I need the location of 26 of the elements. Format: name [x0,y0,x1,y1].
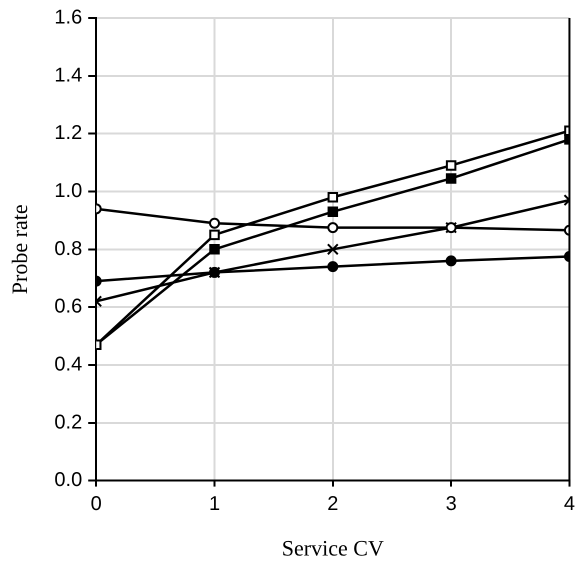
y-tick-label: 0.6 [54,296,82,318]
x-tick-label: 3 [446,493,457,516]
point [209,244,220,255]
y-tick-label: 0.0 [54,469,82,492]
point [446,173,456,184]
point [209,230,220,240]
point [327,261,338,272]
point [327,222,338,234]
y-tick-label: 0.8 [54,238,82,260]
x-tick-label: 0 [90,493,102,516]
y-tick-label: 0.2 [54,411,82,434]
x-tick-label: 4 [564,493,575,516]
point [446,255,457,266]
point [209,218,220,229]
y-axis-title: Probe rate [6,204,32,294]
y-tick-label: 0.4 [54,353,82,376]
point [446,160,456,171]
x-axis-title: Service CV [282,536,384,561]
y-tick-label: 1.4 [54,64,82,86]
x-tick-label: 1 [208,493,220,516]
y-tick-label: 1.2 [54,122,82,144]
y-tick-label: 1.0 [54,180,82,202]
point [328,192,338,202]
point [328,206,338,217]
y-tick-label: 1.6 [54,6,82,29]
x-tick-label: 2 [327,493,338,516]
